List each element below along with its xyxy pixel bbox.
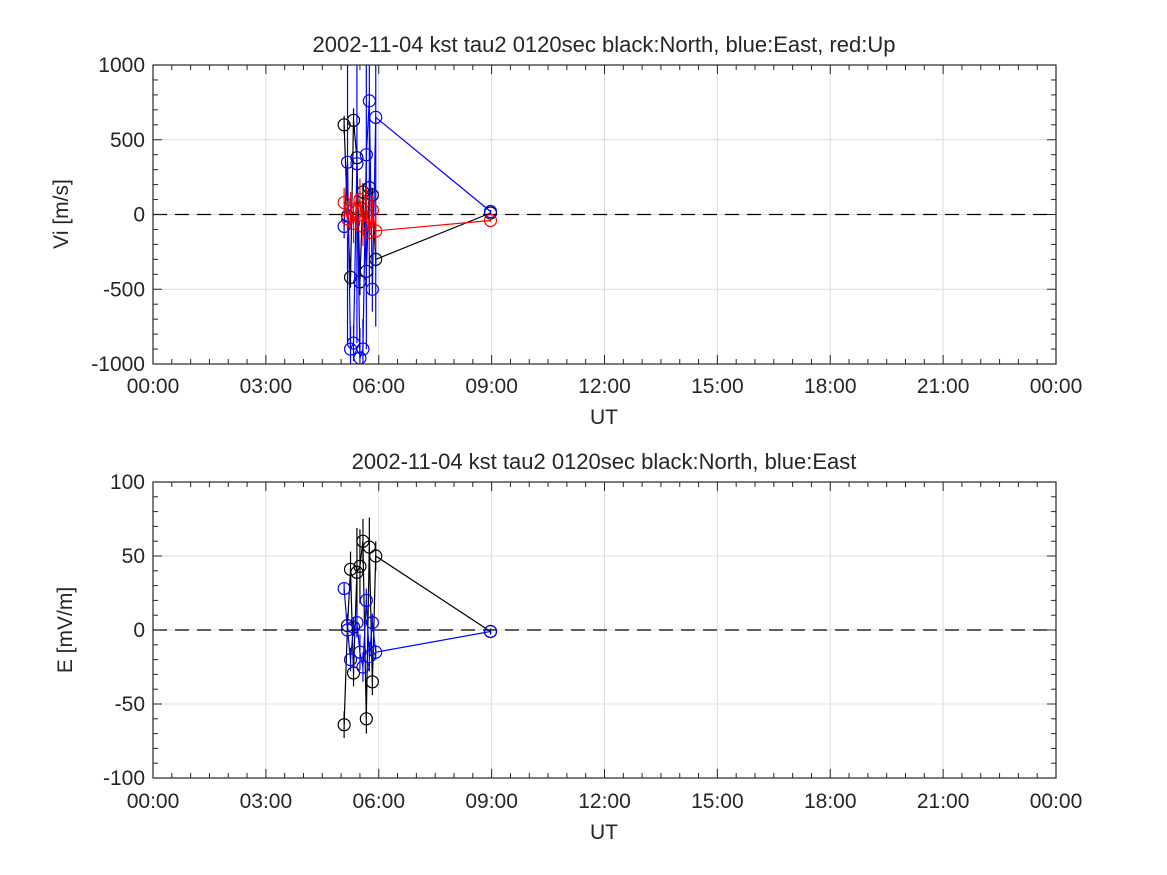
x-tick-label: 03:00 — [240, 375, 293, 398]
data-point — [365, 203, 379, 217]
data-point — [343, 652, 358, 667]
data-point — [353, 351, 367, 364]
data-point — [365, 615, 379, 630]
data-point — [350, 157, 364, 171]
series-group — [337, 517, 498, 739]
velocity-panel-ylabel: Vi [m/s] — [50, 179, 73, 249]
data-point — [359, 593, 373, 608]
data-point — [483, 204, 498, 219]
x-tick-label: 09:00 — [465, 790, 518, 813]
data-point — [353, 559, 367, 573]
y-tick-label: -1000 — [91, 353, 145, 376]
velocity-panel-title: 2002-11-04 kst tau2 0120sec black:North,… — [313, 32, 896, 57]
x-tick-label: 12:00 — [578, 790, 631, 813]
y-tick-label: -50 — [115, 693, 145, 716]
data-point — [483, 624, 498, 639]
velocity-plot-area: 00:00 03:00 06:00 09:00 12:00 15:00 18:00 21:00… — [91, 54, 1083, 398]
electric-field-panel-ylabel: E [mV/m] — [54, 587, 77, 673]
x-tick-label: 21:00 — [917, 790, 970, 813]
x-tick-label: 21:00 — [917, 375, 970, 398]
data-point — [340, 155, 355, 169]
x-tick-label: 06:00 — [352, 375, 405, 398]
x-tick-label: 00:00 — [127, 790, 180, 813]
data-point — [483, 213, 498, 228]
data-point — [350, 615, 364, 630]
x-tick-label: 18:00 — [804, 790, 857, 813]
data-point — [369, 645, 383, 659]
y-tick-label: 100 — [110, 471, 145, 494]
y-tick-label: -500 — [103, 278, 145, 301]
data-point — [356, 342, 370, 356]
x-tick-label: 18:00 — [804, 375, 857, 398]
x-tick-label: 09:00 — [465, 375, 518, 398]
data-point — [350, 565, 364, 579]
data-point — [359, 712, 373, 726]
data-point — [369, 549, 383, 563]
x-tick-label: 15:00 — [691, 790, 744, 813]
data-point — [369, 110, 383, 124]
electric-field-panel-title: 2002-11-04 kst tau2 0120sec black:North,… — [352, 449, 857, 474]
series-line-east — [343, 100, 491, 359]
x-tick-label: 00:00 — [1030, 790, 1083, 813]
x-tick-label: 15:00 — [691, 375, 744, 398]
electric-field-panel: 2002-11-04 kst tau2 0120sec black:North,… — [54, 449, 1082, 844]
data-point — [346, 216, 361, 231]
x-tick-label: 00:00 — [1030, 375, 1083, 398]
data-point — [346, 666, 361, 680]
series-group — [337, 65, 498, 364]
velocity-panel: 2002-11-04 kst tau2 0120sec black:North,… — [50, 32, 1083, 429]
data-point — [359, 148, 373, 162]
data-point — [365, 675, 379, 689]
x-tick-label: 03:00 — [240, 790, 293, 813]
y-tick-label: 50 — [122, 545, 145, 568]
y-tick-label: 1000 — [98, 54, 145, 77]
y-tick-label: -100 — [103, 767, 145, 790]
data-point — [337, 219, 351, 234]
data-point — [337, 581, 351, 596]
y-tick-label: 500 — [110, 129, 145, 152]
electric-field-panel-xlabel: UT — [590, 821, 618, 844]
x-tick-label: 12:00 — [578, 375, 631, 398]
x-tick-label: 06:00 — [352, 790, 405, 813]
x-tick-label: 00:00 — [127, 375, 180, 398]
y-tick-label: 0 — [133, 204, 145, 227]
velocity-panel-xlabel: UT — [590, 406, 618, 429]
data-point — [337, 718, 351, 732]
data-point — [369, 224, 383, 238]
data-point — [365, 282, 379, 296]
electric-field-plot-area: 00:00 03:00 06:00 09:00 12:00 15:00 18:00 21:00… — [103, 471, 1082, 813]
y-tick-label: 0 — [133, 619, 145, 642]
data-point — [346, 620, 361, 634]
